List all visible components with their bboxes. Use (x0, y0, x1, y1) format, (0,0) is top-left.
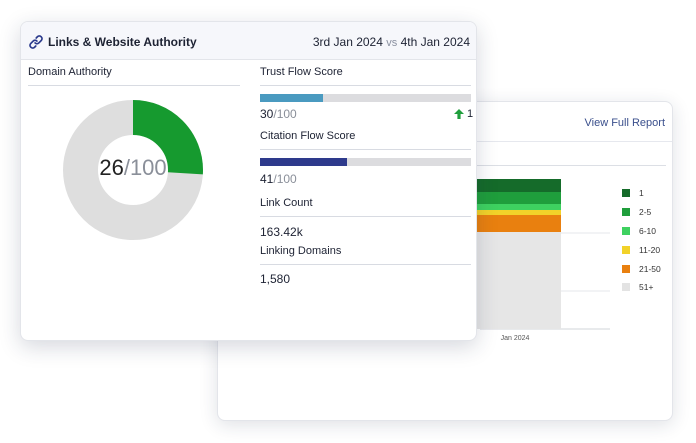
trust-flow-change-value: 1 (467, 108, 474, 120)
link-count-divider (260, 216, 471, 217)
bar-segment-6-10 (476, 204, 561, 210)
date-start: 3rd Jan 2024 (312, 35, 383, 49)
citation-flow-label: Citation Flow Score (260, 130, 356, 142)
legend-item: 21-50 (622, 259, 661, 278)
legend-label: 2-5 (639, 207, 652, 218)
domain-authority-value: 26 (99, 155, 124, 180)
citation-flow-value: 41 (260, 172, 274, 186)
legend-swatch (622, 264, 630, 273)
bar-segment-21-50 (476, 215, 561, 232)
trust-flow-bar-fill (260, 94, 324, 102)
donut-fill (63, 100, 203, 240)
legend-label: 6-10 (639, 225, 657, 236)
card-header: Links & Website Authority 3rd Jan 2024 v… (21, 22, 476, 60)
legend-label: 21-50 (639, 263, 661, 274)
vs-separator: vs (386, 37, 398, 49)
citation-flow-divider (260, 149, 471, 150)
citation-flow-bar-fill (260, 158, 347, 166)
legend-item: 6-10 (622, 222, 661, 241)
arrow-up-icon (454, 109, 464, 119)
legend-swatch (622, 208, 630, 217)
trust-flow-value: 30 (260, 107, 274, 121)
bar-segment-51-plus (476, 232, 561, 329)
card-title: Links & Website Authority (48, 35, 197, 49)
link-count-value: 163.42k (260, 225, 303, 239)
legend-swatch (622, 245, 630, 254)
legend-item: 51+ (622, 278, 661, 297)
links-authority-card: Links & Website Authority 3rd Jan 2024 v… (20, 21, 477, 341)
legend-label: 11-20 (639, 244, 661, 255)
domain-authority-label: Domain Authority (28, 66, 112, 78)
bar-segment-1 (476, 179, 561, 192)
legend-swatch (622, 226, 630, 235)
legend-label: 1 (639, 188, 644, 199)
trust-flow-score: 30/100 (260, 107, 297, 121)
trust-flow-label: Trust Flow Score (260, 66, 343, 78)
bar-segment-2-5 (476, 192, 561, 204)
legend-swatch (622, 189, 630, 198)
citation-flow-max: /100 (273, 172, 297, 186)
trust-flow-change: 1 (454, 108, 473, 120)
linking-domains-value: 1,580 (260, 272, 291, 286)
chart-legend: 1 2-5 6-10 11-20 21-50 51+ (622, 184, 661, 297)
domain-authority-divider (28, 85, 240, 86)
legend-swatch (622, 283, 630, 292)
date-end: 4th Jan 2024 (400, 35, 470, 49)
stacked-bar-chart: Jan 2024 (476, 179, 610, 342)
trust-flow-bar (260, 94, 471, 102)
legend-label: 51+ (639, 282, 654, 293)
domain-authority-donut (63, 100, 203, 240)
legend-item: 2-5 (622, 203, 661, 222)
view-full-report-link[interactable]: View Full Report (584, 117, 666, 129)
link-count-label: Link Count (260, 197, 313, 209)
domain-authority-score: 26/100 (63, 155, 203, 181)
linking-domains-label: Linking Domains (260, 245, 342, 257)
trust-flow-max: /100 (273, 107, 297, 121)
citation-flow-score: 41/100 (260, 172, 297, 186)
citation-flow-bar (260, 158, 471, 166)
chart-top-divider (476, 165, 666, 166)
trust-flow-divider (260, 85, 471, 86)
date-range: 3rd Jan 2024 vs 4th Jan 2024 (313, 35, 470, 49)
domain-authority-max: /100 (123, 155, 167, 180)
legend-item: 1 (622, 184, 661, 203)
linking-domains-divider (260, 264, 471, 265)
bar-segment-11-20 (476, 210, 561, 215)
x-axis-label: Jan 2024 (501, 335, 530, 342)
link-icon (29, 35, 43, 49)
legend-item: 11-20 (622, 240, 661, 259)
